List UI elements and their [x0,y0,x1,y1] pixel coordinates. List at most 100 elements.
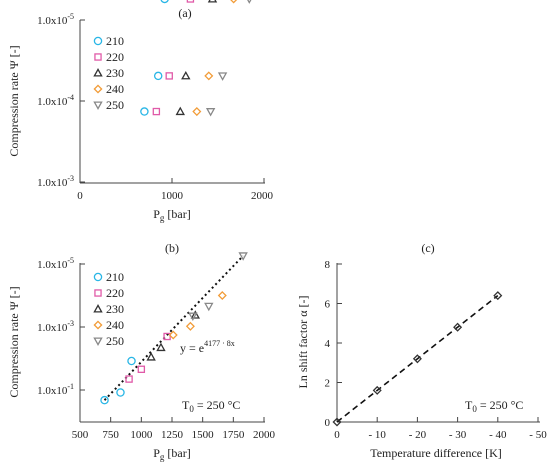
chart-b-legend-label: 220 [106,286,124,300]
chart-b-point-230 [190,310,201,319]
chart-a-point-220 [186,0,195,3]
chart-b-point-240 [185,321,195,331]
chart-a-point-250 [205,108,216,117]
chart-b-panel-label: (b) [165,241,179,255]
chart-b-x-ticks: 500 750 1000 1250 1500 1750 2000 [72,417,276,441]
chart-a-point-250 [247,0,252,4]
chart-b-point-220 [137,365,146,373]
chart-a-panel-label: (a) [178,6,191,20]
chart-a-xtick-label: 1000 [161,190,184,202]
chart-b-legend-label: 210 [106,270,124,284]
chart-b-point-250 [238,252,248,261]
chart-b-legend-marker-230 [93,304,103,313]
chart-c-xtick-label: - 30 [449,429,467,441]
chart-b-point-250 [204,302,214,312]
chart-c-xtick-label: 0 [334,429,340,441]
chart-c-point [453,322,463,332]
chart-b-point-240 [168,330,178,340]
chart-c-x-ticks: 0 - 10 - 20 - 30 - 40 - 50 [334,417,547,441]
chart-c-xtick-label: - 40 [489,429,507,441]
chart-b-x-axis-label: Pg [bar] [153,446,191,462]
chart-b-point-230 [146,352,156,361]
chart-c-xtick-label: - 10 [368,429,386,441]
chart-a-legend: 210 220 230 240 250 [93,34,124,112]
chart-c-ytick-label: 0 [325,417,331,429]
chart-c-ytick-label: 4 [325,338,331,350]
chart-b-marks [100,252,248,405]
chart-b-point-210 [100,395,109,405]
chart-a-point-240 [230,0,238,4]
chart-b-xtick-label: 500 [72,429,89,441]
chart-b-legend-marker-220 [94,289,102,297]
chart-a-legend-label: 250 [106,98,124,112]
chart-b-xtick-label: 1500 [192,429,215,441]
chart-b-point-220 [125,375,133,383]
chart-b-legend-marker-210 [93,272,103,282]
chart-a-legend-marker-210 [93,36,103,46]
chart-a-xtick-label: 0 [77,190,83,202]
chart-b-legend-label: 230 [106,302,124,316]
chart-b-xtick-label: 750 [102,429,119,441]
chart-c-panel-label: (c) [421,241,434,255]
chart-b: (b) 1.0x10-5 1.0x10-3 1.0x10-1 500 750 100… [7,241,276,462]
chart-a-point-230 [175,106,185,116]
chart-b-fit-line [103,255,244,401]
chart-c-ytick-label: 2 [325,378,331,390]
chart-a-legend-marker-250 [93,101,103,110]
chart-c-y-axis-label: Ln shift factor α [-] [296,296,310,389]
chart-b-xtick-label: 1750 [222,429,245,441]
chart-c-xtick-label: - 20 [409,429,427,441]
chart-a-legend-label: 230 [106,66,124,80]
chart-b-legend: 210 220 230 240 250 [93,270,124,348]
chart-c-temperature-note: T0 = 250 °C [465,398,523,414]
chart-c: (c) 0 2 4 6 8 0 - 10 - 20 - 30 - 40 - 50 Temperat… [296,241,547,460]
chart-c-series-line [336,294,499,423]
chart-c-ytick-label: 6 [325,299,331,311]
chart-a-ytick-label: 1.0x10-4 [37,93,74,108]
chart-b-point-210 [116,388,125,397]
chart-c-point [372,385,382,395]
chart-a-legend-marker-240 [93,84,103,94]
chart-a-legend-marker-230 [93,68,103,77]
chart-a-legend-label: 240 [106,82,124,96]
chart-a-point-230 [207,0,218,3]
chart-c-y-ticks: 0 2 4 6 8 [325,259,342,429]
chart-a-x-axis-label: Pg [bar] [153,207,191,223]
chart-a-point-220 [152,107,161,116]
chart-a-point-210 [153,71,163,81]
chart-b-ytick-label: 1.0x10-5 [37,256,74,271]
chart-b-temperature-note: T0 = 250 °C [182,398,240,414]
chart-b-xtick-label: 2000 [253,429,276,441]
chart-b-ytick-label: 1.0x10-3 [37,319,74,334]
chart-a-point-210 [140,107,149,116]
chart-a-point-240 [204,71,214,81]
chart-a-ytick-label: 1.0x10-5 [37,12,74,27]
chart-b-ytick-label: 1.0x10-1 [37,382,74,397]
chart-a-ytick-label: 1.0x10-3 [37,174,74,189]
chart-a-point-210 [160,0,169,4]
chart-a-legend-label: 210 [106,34,124,48]
chart-a-point-220 [165,72,173,80]
chart-a-legend-label: 220 [106,50,124,64]
chart-b-legend-marker-240 [93,320,103,330]
chart-c-marks [332,291,503,427]
chart-b-legend-marker-250 [93,337,103,346]
chart-a-point-230 [181,70,191,80]
chart-b-legend-label: 240 [106,318,124,332]
chart-b-point-240 [217,290,227,301]
chart-a-y-axis-label: Compression rate Ψ [-] [7,45,21,156]
chart-b-point-250 [188,312,198,322]
chart-b-xtick-label: 1250 [161,429,184,441]
chart-b-xtick-label: 1000 [130,429,153,441]
chart-b-point-230 [156,342,166,352]
chart-a-point-250 [217,72,228,81]
chart-a-legend-marker-220 [94,53,102,61]
chart-a: (a) 1.0x10-5 1.0x10-4 1.0x10-3 0 1000 20… [7,0,274,223]
chart-b-y-axis-label: Compression rate Ψ [-] [7,286,21,397]
chart-c-point [493,291,503,301]
chart-a-marks [140,0,252,117]
chart-b-fit-equation: y = e4177 · 8x [180,339,235,355]
chart-b-point-210 [127,356,136,366]
chart-c-x-axis-label: Temperature difference [K] [370,446,502,460]
